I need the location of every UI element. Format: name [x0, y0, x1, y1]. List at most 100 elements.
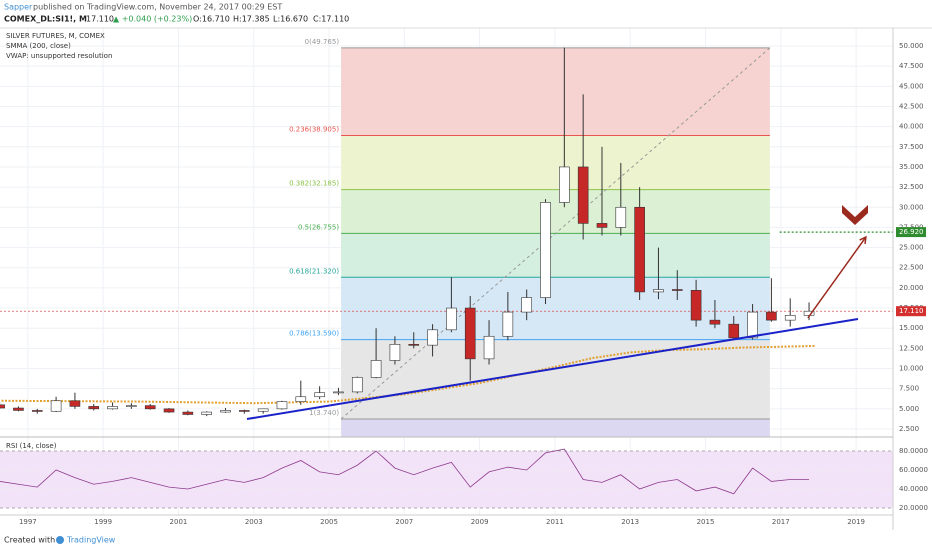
- fib-zone: [341, 419, 770, 437]
- x-tick-label: 2011: [546, 518, 564, 526]
- candle-body: [126, 405, 137, 407]
- arrow-head: [859, 235, 867, 245]
- y-tick-label: 50.000: [899, 42, 924, 50]
- legend-entry: SILVER FUTURES, M, COMEX: [6, 32, 105, 40]
- x-tick-label: 2015: [697, 518, 715, 526]
- fib-label: 1(3.740): [309, 409, 339, 417]
- last: 17.110: [86, 15, 114, 24]
- y-tick-label: 7.500: [899, 385, 919, 393]
- candle-body: [709, 319, 721, 325]
- x-tick-label: 1997: [19, 518, 37, 526]
- down-chevron: [842, 205, 868, 225]
- footer-brand[interactable]: TradingView: [66, 536, 116, 545]
- candle-body: [351, 377, 363, 393]
- fib-label: 0.618(21.320): [289, 267, 339, 275]
- last-price-box: [896, 306, 926, 317]
- y-tick-label: 47.500: [899, 62, 924, 70]
- published: published on TradingView.com, November 2…: [33, 3, 282, 12]
- y-tick-label: 12.500: [899, 344, 924, 352]
- rsi-band: [0, 451, 893, 508]
- fib-label: 0.786(13.590): [289, 330, 339, 338]
- candle-body: [144, 405, 156, 410]
- candle-body: [370, 360, 382, 378]
- candle-body: [314, 392, 325, 398]
- legend-entry: VWAP: unsupported resolution: [6, 52, 112, 60]
- candle-body: [671, 289, 683, 291]
- plot: 1997 1999 2001 2003 2005 2007 2009 2011 2013 2015…: [0, 28, 928, 526]
- brand-logo: [56, 536, 64, 544]
- candle-body: [577, 166, 589, 224]
- candle-body: [690, 290, 702, 321]
- fib-label: 0.382(32.185): [289, 180, 339, 188]
- x-tick-label: 2019: [847, 518, 865, 526]
- candle-body: [163, 408, 175, 413]
- y-tick-label: 10.000: [899, 365, 924, 373]
- high: H:17.385: [233, 15, 270, 24]
- candle-body: [69, 400, 81, 407]
- candle-body: [408, 344, 420, 346]
- legend-entry: SMMA (200, close): [6, 42, 71, 50]
- x-tick-label: 2007: [395, 518, 413, 526]
- candle-body: [0, 404, 5, 409]
- y-tick-label: 15.000: [899, 324, 924, 332]
- candle-body: [201, 411, 212, 415]
- candle-body: [427, 329, 438, 346]
- candle-body: [88, 406, 100, 410]
- x-tick-label: 2003: [245, 518, 263, 526]
- candle-body: [615, 206, 627, 228]
- y-tick-label: 25.000: [899, 244, 924, 252]
- low: L:16.670: [273, 15, 308, 24]
- y-tick-label: 32.500: [899, 183, 924, 191]
- candle-body: [784, 315, 796, 321]
- y-tick-label: 5.000: [899, 405, 919, 413]
- x-tick-label: 2017: [772, 518, 790, 526]
- x-tick-label: 2001: [170, 518, 188, 526]
- candle-body: [31, 410, 43, 412]
- x-tick-label: 2005: [320, 518, 338, 526]
- y-tick-label: 37.500: [899, 143, 924, 151]
- candle-body: [559, 166, 570, 203]
- y-tick-label: 45.000: [899, 82, 924, 90]
- candle-body: [747, 311, 758, 339]
- fib-label: 0(49.765): [305, 38, 340, 46]
- change: ▲ +0.040 (+0.23%): [113, 15, 192, 24]
- close: C:17.110: [313, 15, 349, 24]
- candle-body: [728, 323, 740, 339]
- y-tick-label: 35.000: [899, 163, 924, 171]
- open: O:16.710: [193, 15, 230, 24]
- y-tick-label: 22.500: [899, 264, 924, 272]
- rsi-tick-label: 60.0000: [899, 466, 928, 474]
- trend-line: [246, 318, 859, 420]
- candle-body: [295, 396, 307, 402]
- symbol: COMEX_DL:SI1!, M: [4, 15, 87, 24]
- last-price-label: 17.110: [899, 307, 924, 315]
- candle-body: [766, 311, 777, 321]
- x-tick-label: 2009: [471, 518, 489, 526]
- fib-zone: [341, 233, 770, 278]
- fib-zone: [341, 47, 770, 136]
- fib-label: 0.236(38.905): [289, 125, 339, 133]
- fib-zone: [341, 277, 770, 340]
- fib-zone: [341, 339, 770, 420]
- candle-body: [502, 311, 514, 337]
- rsi-line: [0, 448, 810, 495]
- candle-body: [634, 206, 645, 293]
- fib-label: 0.5(26.755): [298, 223, 339, 231]
- candle-body: [521, 297, 532, 313]
- x-tick-label: 2013: [621, 518, 639, 526]
- y-tick-label: 40.000: [899, 123, 924, 131]
- candle-body: [220, 410, 231, 413]
- target-price-box: [896, 227, 926, 238]
- y-tick-label: 20.000: [899, 284, 924, 292]
- y-tick-label: 30.000: [899, 203, 924, 211]
- candle-body: [653, 289, 664, 293]
- candle-body: [239, 410, 250, 412]
- candle-body: [13, 407, 24, 411]
- y-tick-label: 2.500: [899, 425, 919, 433]
- author[interactable]: Sapper: [4, 3, 33, 12]
- candle-body: [182, 411, 194, 415]
- candle-body: [276, 401, 288, 410]
- candle-body: [446, 307, 457, 331]
- fib-diagonal: [340, 47, 771, 420]
